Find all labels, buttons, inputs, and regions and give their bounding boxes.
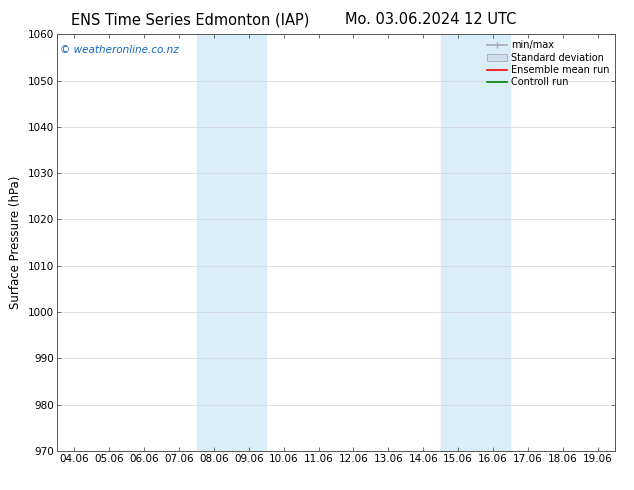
Text: ENS Time Series Edmonton (IAP): ENS Time Series Edmonton (IAP) [71, 12, 309, 27]
Text: © weatheronline.co.nz: © weatheronline.co.nz [60, 45, 179, 55]
Legend: min/max, Standard deviation, Ensemble mean run, Controll run: min/max, Standard deviation, Ensemble me… [484, 37, 612, 90]
Y-axis label: Surface Pressure (hPa): Surface Pressure (hPa) [10, 176, 22, 309]
Text: Mo. 03.06.2024 12 UTC: Mo. 03.06.2024 12 UTC [346, 12, 517, 27]
Bar [197, 34, 266, 451]
Bar [441, 34, 510, 451]
